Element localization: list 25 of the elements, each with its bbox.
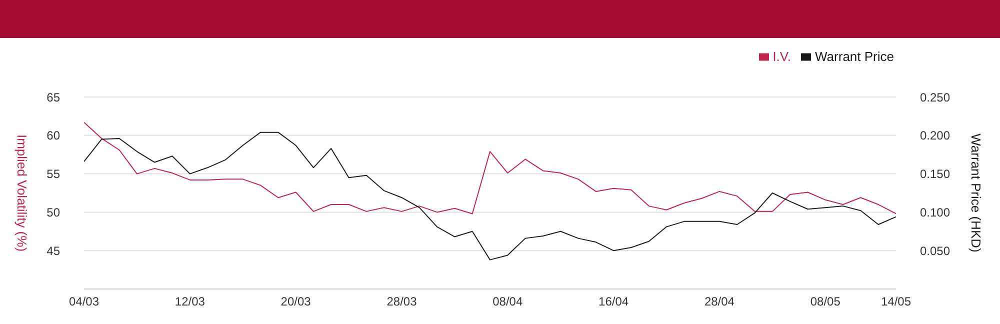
y2-tick-label: 0.150: [920, 167, 950, 182]
line-series: [84, 132, 896, 260]
line-series: [84, 122, 896, 214]
y2-axis-title: Warrant Price (HKD): [968, 134, 984, 252]
x-tick-label: 14/05: [880, 294, 912, 309]
y2-tick-label: 0.050: [920, 244, 950, 258]
x-tick-label: 16/04: [598, 294, 629, 309]
x-tick-label: 04/03: [68, 294, 100, 309]
y-tick-label: 50: [46, 205, 60, 220]
x-tick-label: 28/04: [704, 294, 735, 309]
y2-tick-label: 0.100: [920, 205, 950, 220]
y-tick-label: 60: [46, 128, 60, 143]
y-axis-title: Implied Volatility (%): [14, 134, 30, 252]
legend-label: Warrant Price: [815, 49, 894, 64]
y-tick-label: 55: [46, 167, 60, 182]
y-tick-label: 45: [46, 244, 60, 258]
legend-label: I.V.: [772, 49, 792, 64]
y2-tick-label: 0.250: [920, 90, 950, 104]
x-tick-label: 28/03: [386, 294, 418, 309]
y2-tick-label: 0.200: [920, 128, 950, 143]
x-tick-label: 20/03: [280, 294, 312, 309]
x-tick-label: 12/03: [174, 294, 206, 309]
x-tick-label: 08/04: [492, 294, 523, 309]
y-tick-label: 65: [46, 90, 60, 104]
x-tick-label: 08/05: [810, 294, 841, 309]
